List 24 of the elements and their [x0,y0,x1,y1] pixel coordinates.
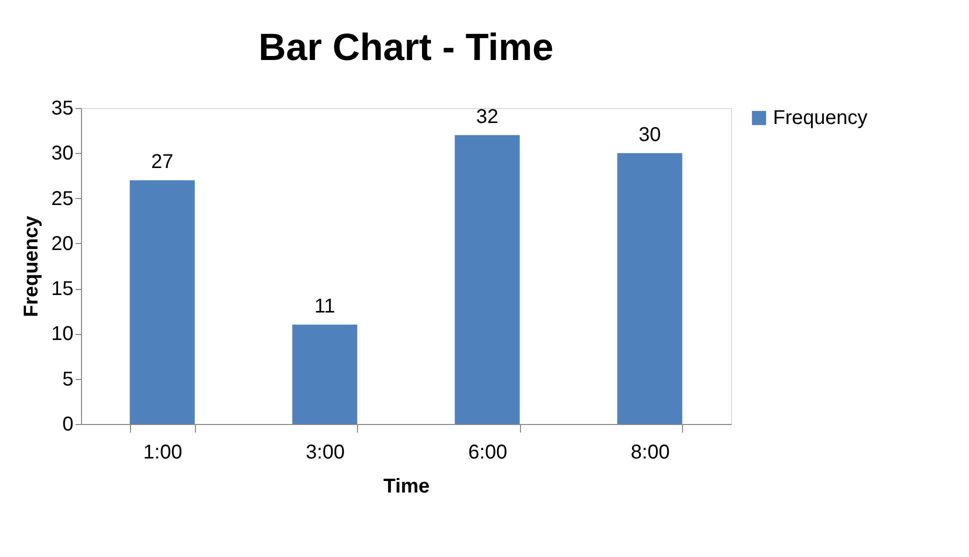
chart-title: Bar Chart - Time [258,27,554,69]
data-label: 32 [476,106,498,128]
bar [130,180,195,424]
x-axis-title: Time [383,476,430,498]
x-tick-label: 8:00 [630,442,670,464]
y-tick-label: 35 [51,98,74,120]
y-axis-title: Frequency [20,215,42,318]
x-tick-label: 3:00 [306,442,345,464]
bar [292,324,358,424]
y-tick-label: 5 [62,368,74,390]
legend-label: Frequency [773,107,868,129]
y-tick-label: 0 [62,414,74,436]
y-tick-label: 25 [51,188,74,210]
y-tick-label: 20 [51,232,74,255]
data-label: 11 [314,296,336,318]
y-tick-label: 30 [51,142,74,165]
bar [454,135,520,424]
x-tick-label: 6:00 [468,442,508,464]
data-label: 30 [638,124,661,146]
x-tick-label: 1:00 [143,442,182,464]
data-label: 27 [151,151,174,174]
y-tick-label: 10 [51,323,74,346]
y-tick-label: 15 [51,278,74,300]
bar [617,153,682,424]
